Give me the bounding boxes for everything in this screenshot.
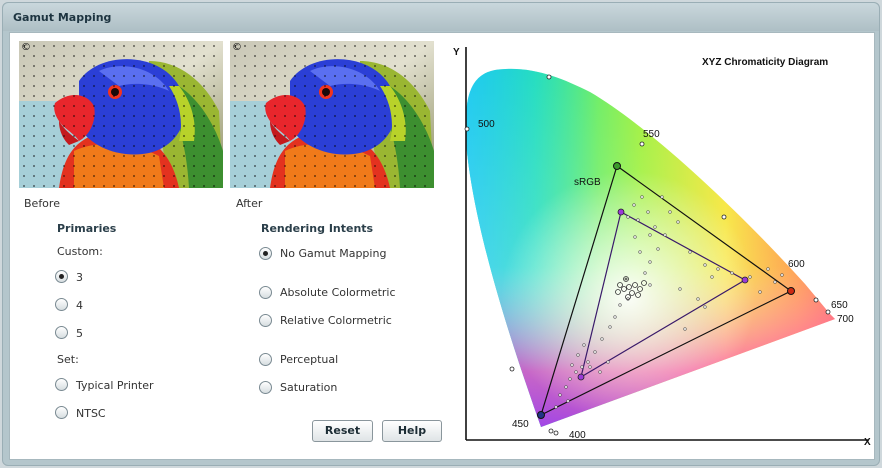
ntsc-radio[interactable] <box>55 406 68 419</box>
primaries-4-label: 4 <box>76 299 83 312</box>
wavelength-400-label: 400 <box>569 430 586 441</box>
wavelength-550-label: 550 <box>643 129 660 140</box>
no-gamut-mapping-radio[interactable] <box>259 247 272 260</box>
custom-label: Custom: <box>57 245 103 258</box>
x-axis-label: X <box>864 437 871 448</box>
reset-button[interactable]: Reset <box>312 420 373 442</box>
wavelength-500-label: 500 <box>478 119 495 130</box>
copyright-mark: © <box>232 42 242 53</box>
content-panel: © <box>9 32 875 460</box>
absolute-colormetric-label: Absolute Colormetric <box>280 286 396 299</box>
spectral-markers <box>464 74 831 436</box>
custom-vertex-1[interactable] <box>617 208 625 216</box>
wavelength-700-label: 700 <box>837 314 854 325</box>
help-button[interactable]: Help <box>382 420 442 442</box>
srgb-red-vertex[interactable] <box>787 287 795 295</box>
copyright-mark: © <box>21 42 31 53</box>
primaries-heading: Primaries <box>57 222 117 235</box>
before-caption: Before <box>24 197 60 210</box>
before-image: © <box>19 41 223 188</box>
spectral-locus-fill <box>465 68 836 427</box>
primaries-3-radio[interactable] <box>55 270 68 283</box>
typical-printer-radio[interactable] <box>55 378 68 391</box>
primaries-5-radio[interactable] <box>55 326 68 339</box>
srgb-green-vertex[interactable] <box>613 162 621 170</box>
custom-gamut-triangle <box>580 211 747 379</box>
wavelength-650-label: 650 <box>831 300 848 311</box>
saturation-radio[interactable] <box>259 381 272 394</box>
after-caption: After <box>236 197 263 210</box>
title-bar: Gamut Mapping <box>3 3 879 31</box>
perceptual-radio[interactable] <box>259 353 272 366</box>
relative-colormetric-radio[interactable] <box>259 314 272 327</box>
diagram-title: XYZ Chromaticity Diagram <box>702 57 828 68</box>
custom-vertex-3[interactable] <box>577 373 585 381</box>
srgb-label: sRGB <box>574 177 601 188</box>
after-image: © <box>230 41 434 188</box>
wavelength-450-label: 450 <box>512 419 529 430</box>
relative-colormetric-label: Relative Colormetric <box>280 314 392 327</box>
srgb-triangle <box>540 165 793 417</box>
custom-vertex-2[interactable] <box>741 276 749 284</box>
chromaticity-diagram[interactable]: Y X XYZ Chromaticity Diagram 400 450 500… <box>450 37 874 455</box>
srgb-blue-vertex[interactable] <box>537 411 545 419</box>
rendering-intents-heading: Rendering Intents <box>261 222 374 235</box>
primaries-3-label: 3 <box>76 271 83 284</box>
typical-printer-label: Typical Printer <box>76 379 154 392</box>
primaries-4-radio[interactable] <box>55 298 68 311</box>
window-title: Gamut Mapping <box>13 11 112 24</box>
white-point-cluster <box>615 276 647 300</box>
ntsc-label: NTSC <box>76 407 106 420</box>
set-label: Set: <box>57 353 79 366</box>
wavelength-600-label: 600 <box>788 259 805 270</box>
absolute-colormetric-radio[interactable] <box>259 286 272 299</box>
primaries-5-label: 5 <box>76 327 83 340</box>
no-gamut-mapping-label: No Gamut Mapping <box>280 247 387 260</box>
perceptual-label: Perceptual <box>280 353 339 366</box>
pixel-scatter <box>554 195 784 409</box>
saturation-label: Saturation <box>280 381 338 394</box>
y-axis-label: Y <box>453 47 460 58</box>
